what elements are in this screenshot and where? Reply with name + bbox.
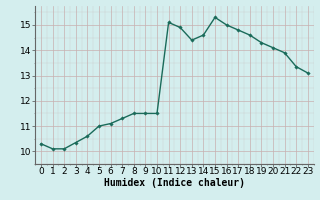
X-axis label: Humidex (Indice chaleur): Humidex (Indice chaleur) <box>104 178 245 188</box>
